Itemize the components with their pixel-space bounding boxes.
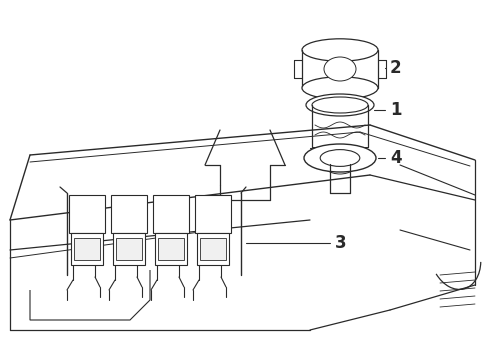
Bar [113, 233, 145, 265]
Bar [158, 238, 184, 260]
Ellipse shape [304, 144, 376, 172]
Text: 2: 2 [390, 59, 402, 77]
Bar [69, 195, 105, 233]
Ellipse shape [306, 94, 374, 116]
Ellipse shape [322, 150, 358, 174]
Bar [74, 238, 100, 260]
Ellipse shape [320, 150, 360, 166]
Ellipse shape [312, 97, 368, 113]
Bar [153, 195, 189, 233]
Ellipse shape [324, 57, 356, 81]
Bar [116, 238, 142, 260]
Bar [111, 195, 147, 233]
Ellipse shape [302, 39, 378, 61]
Bar [200, 238, 226, 260]
Bar [197, 233, 229, 265]
Bar [155, 233, 187, 265]
Text: 3: 3 [335, 234, 346, 252]
Bar [71, 233, 103, 265]
Text: 1: 1 [390, 101, 401, 119]
Ellipse shape [302, 77, 378, 99]
Bar [195, 195, 231, 233]
Text: 4: 4 [390, 149, 402, 167]
